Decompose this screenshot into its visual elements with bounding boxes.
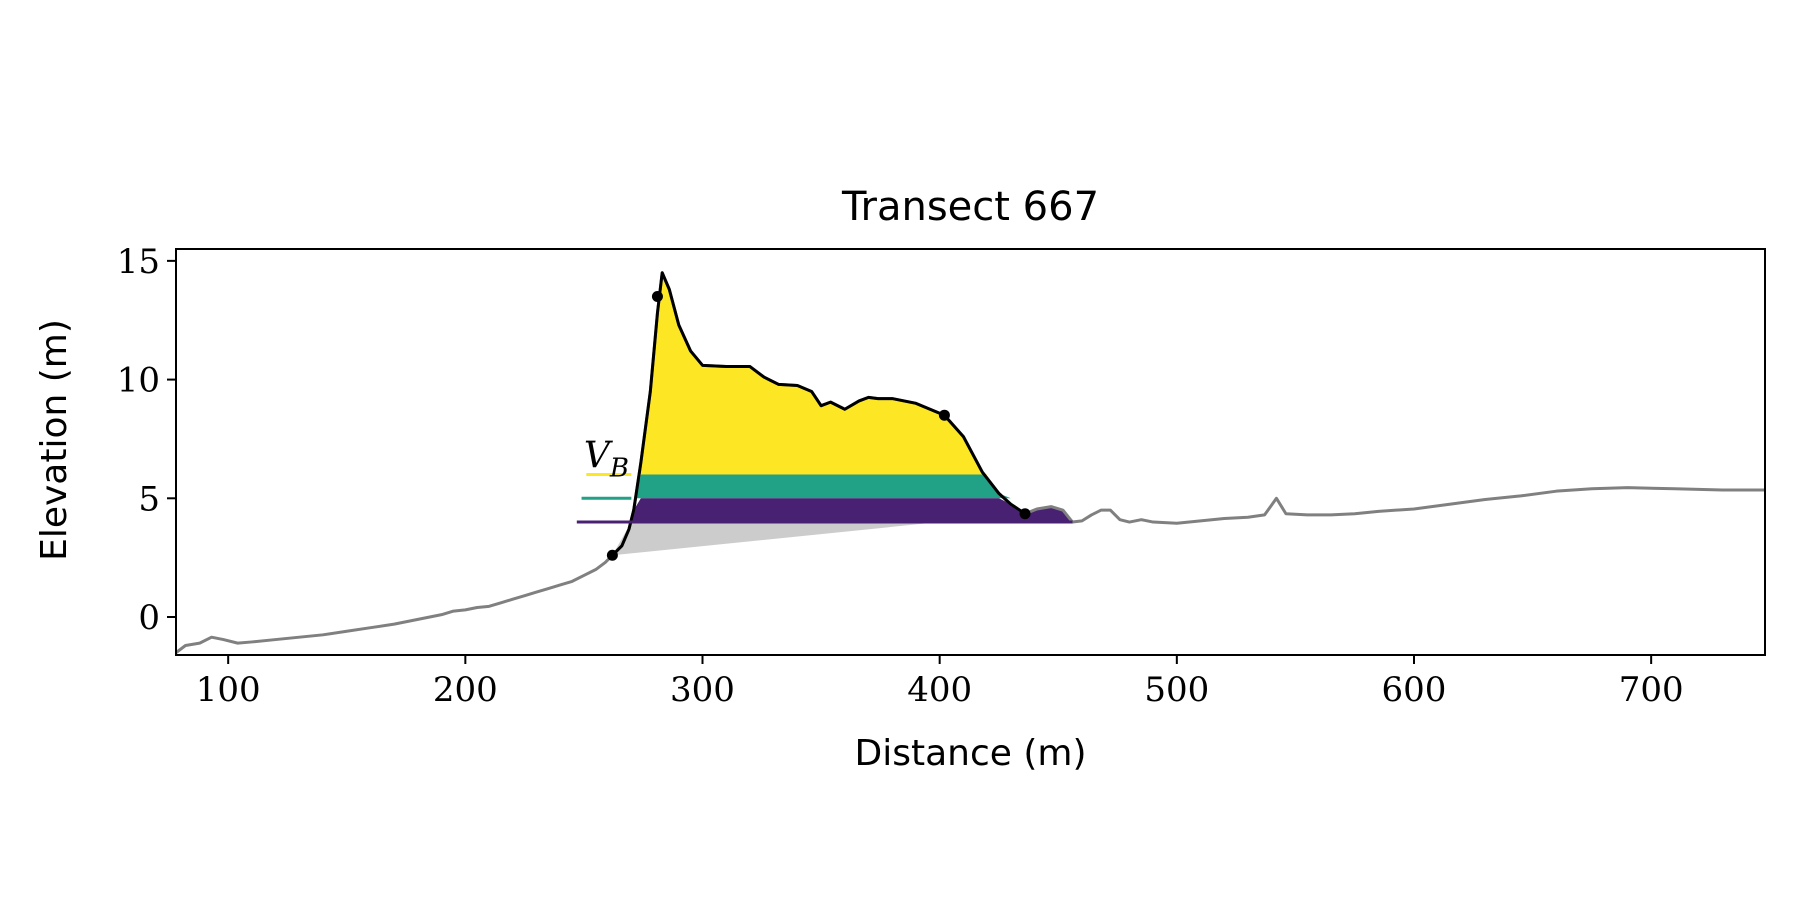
y-axis: 0 5 10 15 <box>117 242 176 638</box>
key-point-4 <box>1019 508 1031 520</box>
x-tick-label: 600 <box>1382 670 1447 710</box>
x-tick-label: 400 <box>907 670 972 710</box>
x-axis-label: Distance (m) <box>854 733 1086 774</box>
volume-annotation: VB <box>584 435 629 483</box>
x-tick-label: 500 <box>1144 670 1209 710</box>
y-axis-label: Elevation (m) <box>34 319 75 561</box>
layer-top-area <box>639 272 988 475</box>
key-point-3 <box>938 409 950 421</box>
y-tick-label: 15 <box>117 242 160 282</box>
layer-middle-area <box>635 474 1016 499</box>
plot-frame <box>175 248 1766 656</box>
y-tick-label: 5 <box>138 479 160 519</box>
plot-area <box>176 271 1765 654</box>
key-point-1 <box>606 549 618 561</box>
layer-bottom-area <box>630 498 1073 523</box>
x-tick-label: 300 <box>670 670 735 710</box>
x-tick-label: 100 <box>196 670 261 710</box>
x-tick-label: 200 <box>433 670 498 710</box>
x-axis: 100 200 300 400 500 600 700 <box>196 655 1684 710</box>
x-tick-label: 700 <box>1619 670 1684 710</box>
key-point-2 <box>651 290 663 302</box>
base-wedge-area <box>612 522 940 556</box>
y-tick-label: 0 <box>138 598 160 638</box>
chart-title: Transect 667 <box>841 184 1099 230</box>
y-tick-label: 10 <box>117 361 160 401</box>
